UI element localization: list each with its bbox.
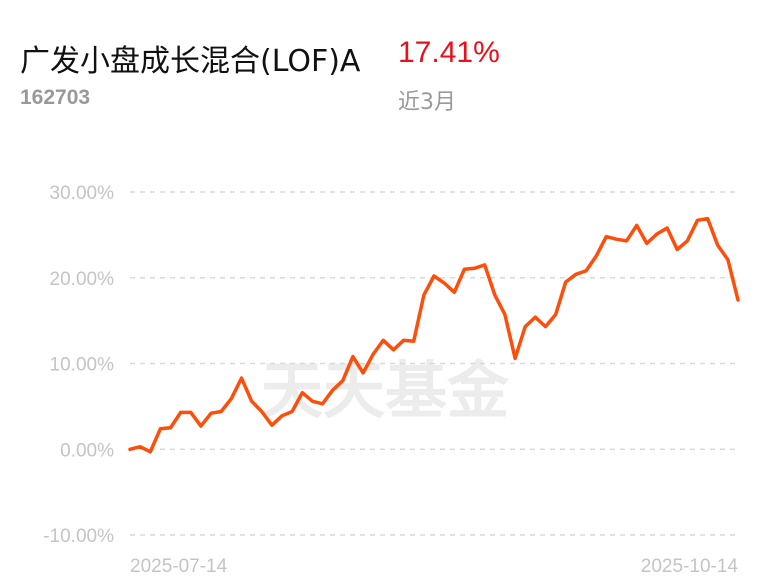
period-selector[interactable]: 近3月 — [398, 90, 456, 115]
y-tick-label: 0.00% — [60, 440, 114, 461]
x-tick-label: 2025-07-14 — [130, 556, 228, 577]
y-tick-label: 10.00% — [50, 355, 115, 376]
x-axis: 2025-07-14 2025-10-14 — [130, 556, 738, 577]
watermark: 天天基金 — [261, 354, 510, 427]
x-tick-label: 2025-10-14 — [641, 556, 739, 577]
series-layer — [128, 216, 740, 454]
fund-code: 162703 — [20, 86, 91, 109]
y-tick-label: 20.00% — [50, 269, 115, 290]
fund-header: 广发小盘成长混合(LOF)A 17.41% 162703 近3月 — [0, 0, 768, 130]
y-axis: 30.00% 20.00% 10.00% 0.00% -10.00% — [43, 183, 114, 547]
y-tick-label: 30.00% — [50, 183, 115, 204]
y-tick-label: -10.00% — [43, 526, 114, 547]
fund-return-value: 17.41% — [398, 36, 500, 69]
series-line — [128, 216, 740, 454]
fund-name: 广发小盘成长混合(LOF)A — [20, 44, 361, 79]
